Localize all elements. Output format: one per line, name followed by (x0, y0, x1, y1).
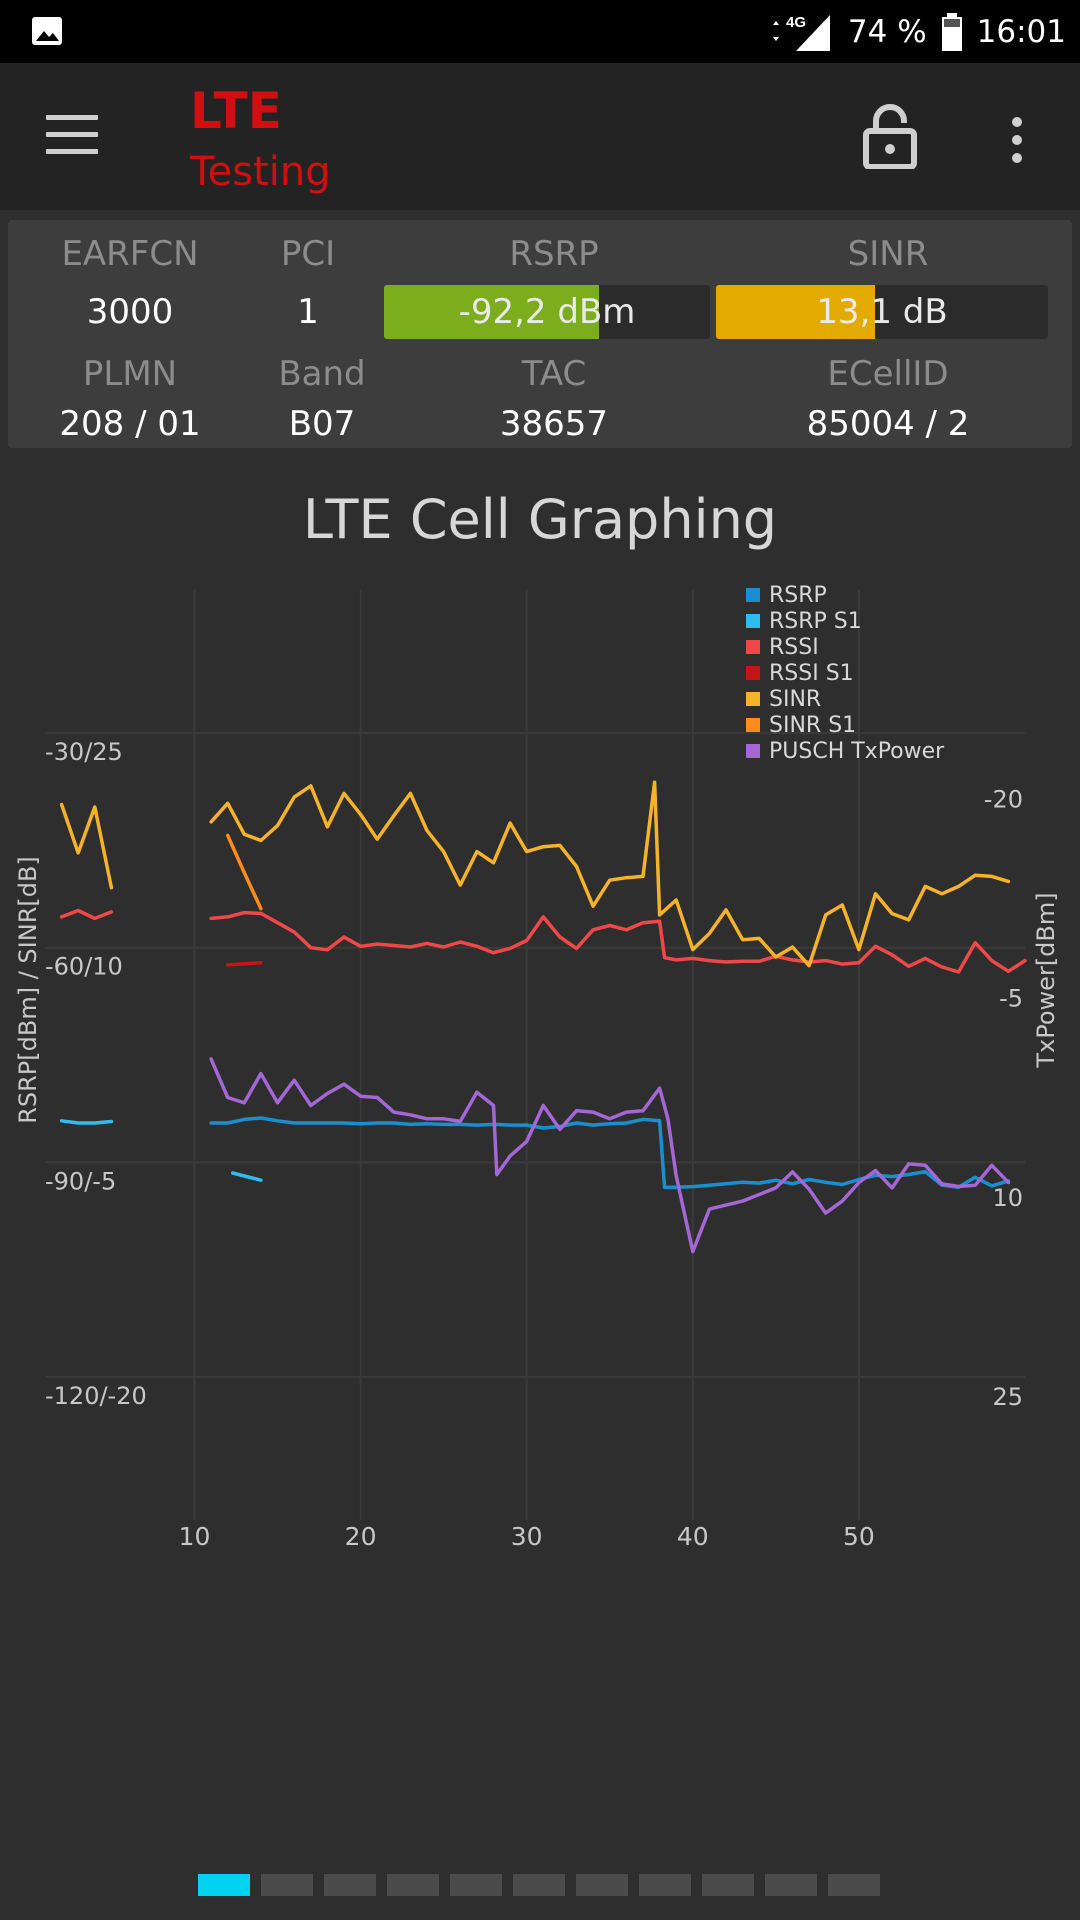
x-tick-label: 40 (677, 1522, 709, 1551)
legend-swatch (746, 692, 760, 706)
page-dot[interactable] (513, 1874, 565, 1896)
rsrp-bar-fill (384, 285, 600, 339)
page-dot[interactable] (387, 1874, 439, 1896)
rsrp-value: -92,2 dBm (458, 292, 636, 332)
band-value: B07 (288, 404, 356, 444)
right-tick-label: 25 (992, 1383, 1023, 1411)
legend-label: RSRP S1 (769, 609, 862, 634)
y-axis-title-left: RSRP[dBm] / SINR[dB] (14, 856, 42, 1124)
series-line-rssi-s1 (225, 960, 263, 967)
series-line-rssi (59, 908, 114, 921)
right-tick-label: 10 (992, 1184, 1023, 1212)
legend-label: RSSI (769, 635, 819, 660)
legend-swatch (746, 588, 760, 602)
plmn-label: PLMN (82, 354, 178, 394)
series-line-rsrp-s1 (59, 1119, 114, 1125)
legend-swatch (746, 614, 760, 628)
network-type: 4G (786, 14, 806, 31)
series-line-sinr-s1 (225, 833, 263, 911)
tac-value: 38657 (499, 404, 609, 444)
earfcn-value: 3000 (86, 292, 174, 332)
cell-info-panel: EARFCN PCI RSRP SINR 3000 1 -92,2 dBm 13… (8, 220, 1072, 448)
page-dot[interactable] (261, 1874, 313, 1896)
tac-label: TAC (521, 354, 587, 394)
sinr-bar-fill (716, 285, 876, 339)
sinr-value: 13,1 dB (816, 292, 948, 332)
sinr-bar: 13,1 dB (716, 285, 1048, 339)
page-dot[interactable] (765, 1874, 817, 1896)
legend-label: SINR (769, 687, 821, 712)
status-right: 4G 74 % 16:01 (770, 0, 1066, 63)
page-indicator (198, 1874, 880, 1896)
app-subtitle: Testing (190, 149, 331, 195)
page-dot[interactable] (639, 1874, 691, 1896)
plmn-value: 208 / 01 (59, 404, 201, 444)
left-tick-label: -120/-20 (45, 1382, 147, 1410)
legend-swatch (746, 718, 760, 732)
status-bar: 4G 74 % 16:01 (0, 0, 1080, 63)
pci-value: 1 (297, 292, 319, 332)
page-dot[interactable] (828, 1874, 880, 1896)
rsrp-label: RSRP (509, 234, 599, 274)
series-line-pusch-txpower (209, 1057, 1011, 1254)
legend-swatch (746, 640, 760, 654)
y-axis-title-right: TxPower[dBm] (1032, 892, 1060, 1068)
x-tick-label: 20 (345, 1522, 377, 1551)
page-dot[interactable] (576, 1874, 628, 1896)
x-tick-label: 10 (179, 1522, 211, 1551)
app-title: LTE (190, 82, 282, 140)
series-line-rsrp-s1 (230, 1171, 263, 1182)
series-line-rsrp (209, 1116, 1011, 1190)
earfcn-label: EARFCN (61, 234, 199, 274)
left-tick-label: -90/-5 (45, 1167, 116, 1195)
series-line-sinr (59, 802, 114, 890)
page-dot[interactable] (324, 1874, 376, 1896)
band-label: Band (278, 354, 366, 394)
rsrp-bar: -92,2 dBm (384, 285, 710, 339)
clock: 16:01 (976, 13, 1066, 50)
x-tick-label: 50 (843, 1522, 875, 1551)
left-tick-label: -30/25 (45, 738, 123, 766)
chart-title: LTE Cell Graphing (302, 488, 778, 551)
page-dot[interactable] (702, 1874, 754, 1896)
legend-label: RSSI S1 (769, 661, 854, 686)
page-dot[interactable] (450, 1874, 502, 1896)
legend-swatch (746, 744, 760, 758)
signal-icon: 4G (772, 14, 830, 51)
legend-label: RSRP (769, 583, 827, 608)
more-options-icon[interactable] (1000, 115, 1034, 165)
battery-percent: 74 % (847, 13, 927, 50)
legend-label: PUSCH TxPower (769, 739, 945, 764)
right-tick-label: -5 (999, 985, 1023, 1013)
app-bar: LTE Testing (0, 63, 1080, 210)
ecellid-label: ECellID (827, 354, 949, 394)
image-notification-icon (32, 17, 62, 45)
series-line-sinr (209, 780, 1011, 968)
ecellid-value: 85004 / 2 (806, 404, 970, 444)
unlock-icon[interactable] (862, 103, 918, 169)
legend-label: SINR S1 (769, 713, 856, 738)
legend-swatch (746, 666, 760, 680)
series-line-rssi (209, 910, 1027, 974)
x-tick-label: 30 (511, 1522, 543, 1551)
lte-chart[interactable]: 10 20 30 40 50 -30/25 -60/10 -90/-5 -120/-20 -20 -… (0, 560, 1080, 1560)
pci-label: PCI (280, 234, 336, 274)
menu-icon[interactable] (46, 115, 98, 155)
page-dot[interactable] (198, 1874, 250, 1896)
left-tick-label: -60/10 (45, 953, 123, 981)
right-tick-label: -20 (984, 785, 1023, 813)
sinr-label: SINR (847, 234, 929, 274)
battery-icon (941, 12, 962, 51)
